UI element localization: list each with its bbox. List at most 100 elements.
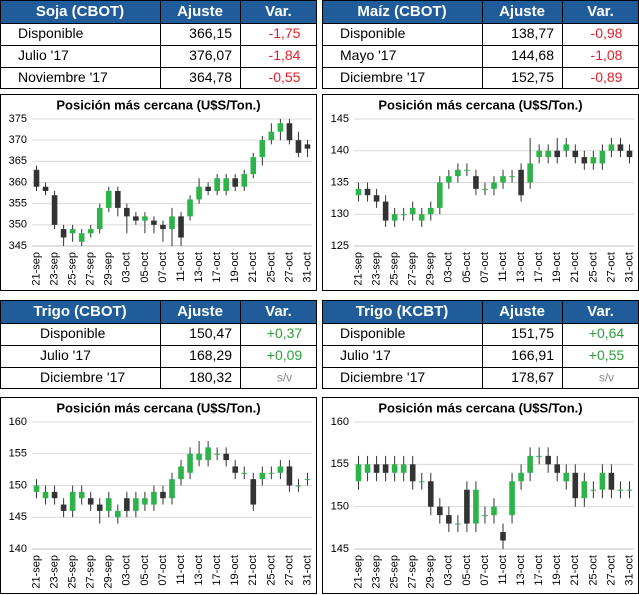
candle-body [355, 464, 362, 482]
table-header-bg [0, 300, 317, 323]
candle-body [418, 214, 425, 221]
candle-body [259, 472, 266, 480]
y-tick-label: 360 [9, 176, 27, 188]
candle-body [464, 489, 470, 524]
candle-body [599, 150, 606, 164]
table-label: Julio '17 [340, 347, 391, 363]
candle-body [115, 190, 121, 208]
x-tick-label: 03-oct [443, 555, 455, 586]
x-tick-label: 13-oct [515, 252, 527, 283]
candle-body [241, 472, 248, 474]
y-tick-label: 125 [331, 240, 349, 252]
x-tick-label: 25-oct [587, 252, 599, 283]
x-tick-label: 21-oct [247, 252, 259, 283]
candle-body [87, 229, 94, 234]
candle-body [151, 491, 157, 505]
candle-body [545, 150, 551, 158]
table-header-cell: Var. [265, 3, 292, 20]
y-tick-label: 145 [331, 543, 349, 555]
candle-body [78, 233, 85, 242]
candle-body [232, 466, 239, 473]
x-tick-label: 21-oct [247, 555, 259, 586]
candle-body [572, 472, 579, 499]
table-ajuste: 138,77 [511, 25, 554, 41]
candle-body [78, 491, 85, 499]
candle-body [241, 174, 248, 187]
x-tick-label: 27-oct [283, 555, 295, 586]
candle-body [232, 178, 239, 187]
candle-body [536, 150, 542, 158]
table-header-cell: Soja (CBOT) [36, 3, 124, 20]
candle-body [373, 464, 380, 473]
candle-body [205, 186, 211, 191]
candle-body [51, 491, 58, 499]
table-ajuste: 168,29 [189, 347, 232, 363]
candle-body [427, 481, 434, 507]
table-ajuste: 366,15 [189, 25, 232, 41]
y-tick-label: 150 [331, 501, 349, 513]
table-header-cell: Trigo (KCBT) [356, 303, 448, 320]
y-tick-label: 135 [331, 176, 349, 188]
candle-body [482, 188, 488, 190]
candle-body [391, 464, 398, 473]
table-var: -1,08 [591, 47, 623, 63]
candle-body [382, 464, 389, 473]
candle-body [268, 131, 275, 141]
candle-body [96, 207, 103, 230]
y-tick-label: 345 [9, 240, 27, 252]
x-tick-label: 03-oct [121, 555, 133, 586]
table-label: Diciembre '17 [340, 69, 425, 85]
x-tick-label: 17-oct [211, 555, 223, 586]
x-tick-label: 25-oct [587, 555, 599, 586]
candle-body [409, 207, 416, 215]
table-var: -0,89 [591, 69, 623, 85]
candle-body [500, 532, 506, 541]
x-tick-label: 13-oct [515, 555, 527, 586]
table-label: Noviembre '17 [18, 69, 108, 85]
table-ajuste: 178,67 [511, 369, 554, 385]
table-label: Disponible [340, 325, 406, 341]
table-var: +0,55 [589, 347, 625, 363]
y-tick-label: 350 [9, 219, 27, 231]
candle-body [178, 466, 184, 480]
x-tick-label: 21-sep [352, 252, 364, 286]
x-tick-label: 21-oct [569, 252, 581, 283]
candle-body [51, 195, 58, 225]
candle-body [160, 491, 166, 499]
x-tick-label: 31-oct [623, 555, 635, 586]
candle-body [373, 195, 380, 202]
x-tick-label: 21-oct [569, 555, 581, 586]
candle-body [133, 216, 139, 221]
candle-body [124, 498, 130, 511]
candle-body [518, 169, 524, 196]
candle-body [626, 150, 633, 158]
x-tick-label: 27-sep [407, 252, 419, 286]
chart-title: Posición más cercana (U$S/Ton.) [56, 400, 260, 415]
candle-body [42, 186, 49, 191]
y-tick-label: 355 [9, 198, 27, 210]
candle-body [124, 207, 130, 217]
candle-body [295, 485, 302, 487]
y-tick-label: 370 [9, 134, 27, 146]
x-tick-label: 19-oct [551, 555, 563, 586]
table-label: Disponible [40, 325, 106, 341]
candle-body [509, 481, 515, 516]
x-tick-label: 17-oct [533, 555, 545, 586]
y-tick-label: 155 [9, 448, 27, 460]
candle-body [446, 176, 452, 183]
candle-body [115, 510, 121, 518]
candle-body [554, 150, 561, 158]
x-tick-label: 03-oct [121, 252, 133, 283]
x-tick-label: 25-sep [389, 555, 401, 589]
candle-body [214, 453, 220, 455]
candle-body [259, 140, 266, 158]
candle-body [626, 489, 633, 491]
table-ajuste: 151,75 [511, 325, 554, 341]
table-header-bg [322, 300, 639, 323]
y-tick-label: 140 [331, 145, 349, 157]
x-tick-label: 27-sep [85, 252, 97, 286]
x-tick-label: 11-oct [175, 555, 187, 585]
candle-body [304, 479, 311, 481]
candle-body [527, 163, 533, 183]
